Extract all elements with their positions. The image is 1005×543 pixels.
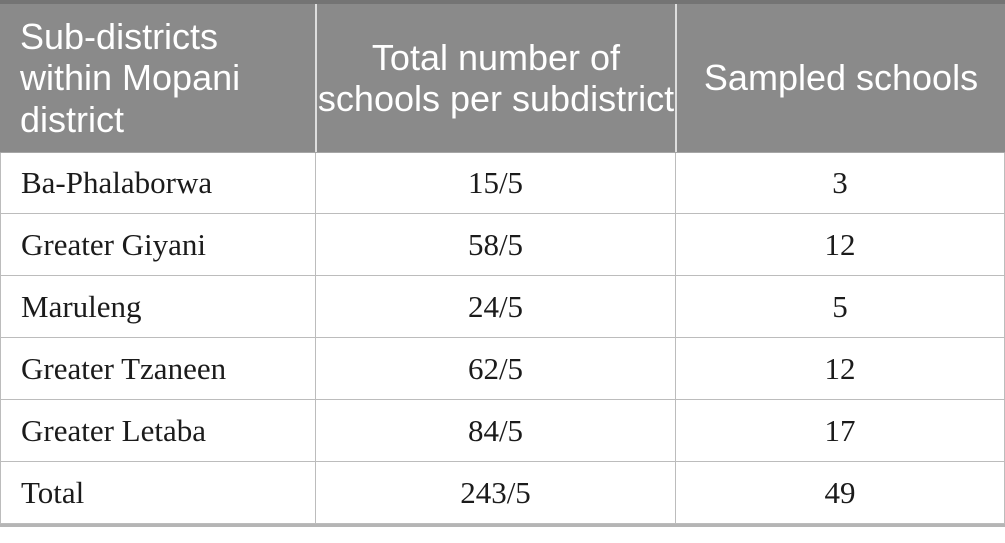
cell-sampled-schools: 3 <box>675 153 1005 213</box>
cell-district-total-label: Total <box>0 462 315 523</box>
cell-total-schools: 84/5 <box>315 400 675 461</box>
cell-sampled-schools-sum: 49 <box>675 462 1005 523</box>
header-cell-sampled-schools: Sampled schools <box>675 4 1005 152</box>
table-row: Ba-Phalaborwa 15/5 3 <box>0 152 1005 214</box>
table-body: Ba-Phalaborwa 15/5 3 Greater Giyani 58/5… <box>0 152 1005 524</box>
header-cell-subdistricts: Sub-districts within Mopani district <box>20 15 241 140</box>
table-row: Greater Tzaneen 62/5 12 <box>0 338 1005 400</box>
cell-district: Greater Tzaneen <box>0 338 315 399</box>
cell-sampled-schools: 12 <box>675 214 1005 275</box>
table-row: Greater Letaba 84/5 17 <box>0 400 1005 462</box>
table-row: Maruleng 24/5 5 <box>0 276 1005 338</box>
cell-district: Greater Giyani <box>0 214 315 275</box>
cell-sampled-schools: 5 <box>675 276 1005 337</box>
cell-district: Greater Letaba <box>0 400 315 461</box>
cell-total-schools-sum: 243/5 <box>315 462 675 523</box>
cell-district: Ba-Phalaborwa <box>0 153 315 213</box>
table-row: Greater Giyani 58/5 12 <box>0 214 1005 276</box>
table-top-rule <box>0 0 1005 4</box>
cell-sampled-schools: 17 <box>675 400 1005 461</box>
cell-total-schools: 62/5 <box>315 338 675 399</box>
cell-total-schools: 15/5 <box>315 153 675 213</box>
cell-district: Maruleng <box>0 276 315 337</box>
header-cell-total-schools: Total number of schools per subdistrict <box>315 4 675 152</box>
table-row-total: Total 243/5 49 <box>0 462 1005 524</box>
cell-total-schools: 58/5 <box>315 214 675 275</box>
table-bottom-rule <box>0 524 1005 527</box>
table-header-row: Sub-districts within Mopani district Tot… <box>0 4 1005 152</box>
cell-total-schools: 24/5 <box>315 276 675 337</box>
cell-sampled-schools: 12 <box>675 338 1005 399</box>
